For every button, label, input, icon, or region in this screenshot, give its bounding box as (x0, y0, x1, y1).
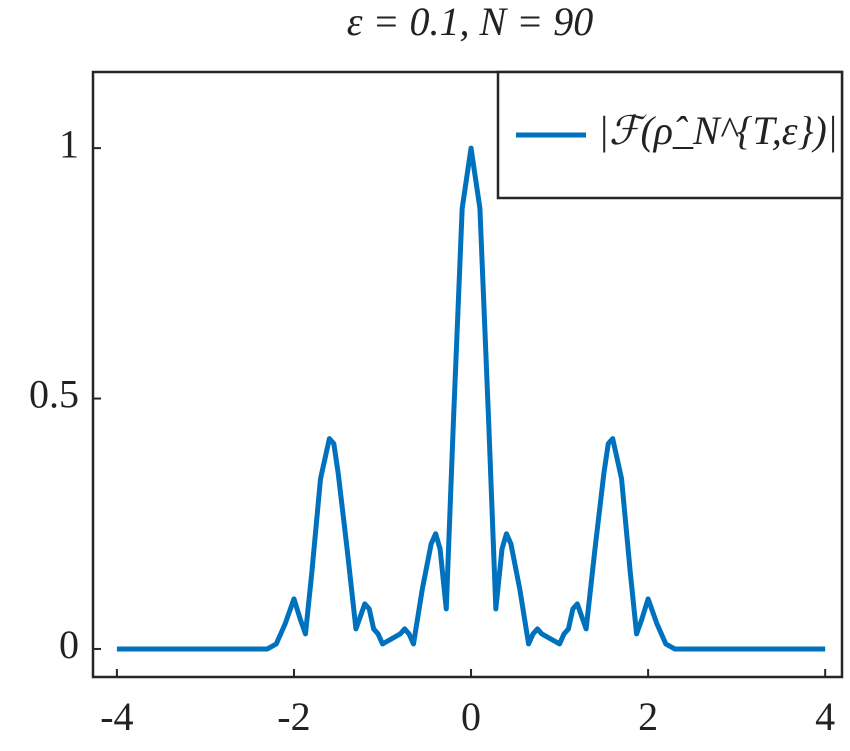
x-tick-label: -4 (100, 694, 133, 739)
data-line (116, 145, 826, 652)
x-tick-label: 0 (461, 694, 481, 739)
legend-label: |ℱ(ρ̂_N^{T,ε})| (598, 108, 838, 153)
chart-title: ε = 0.1, N = 90 (347, 0, 593, 44)
plot-frame (91, 70, 844, 679)
y-tick-label: 1 (59, 121, 79, 166)
y-tick-label: 0 (59, 622, 79, 667)
x-tick-label: -2 (277, 694, 310, 739)
x-tick-label: 4 (815, 694, 835, 739)
x-tick-label: 2 (638, 694, 658, 739)
y-tick-label: 0.5 (29, 372, 79, 417)
